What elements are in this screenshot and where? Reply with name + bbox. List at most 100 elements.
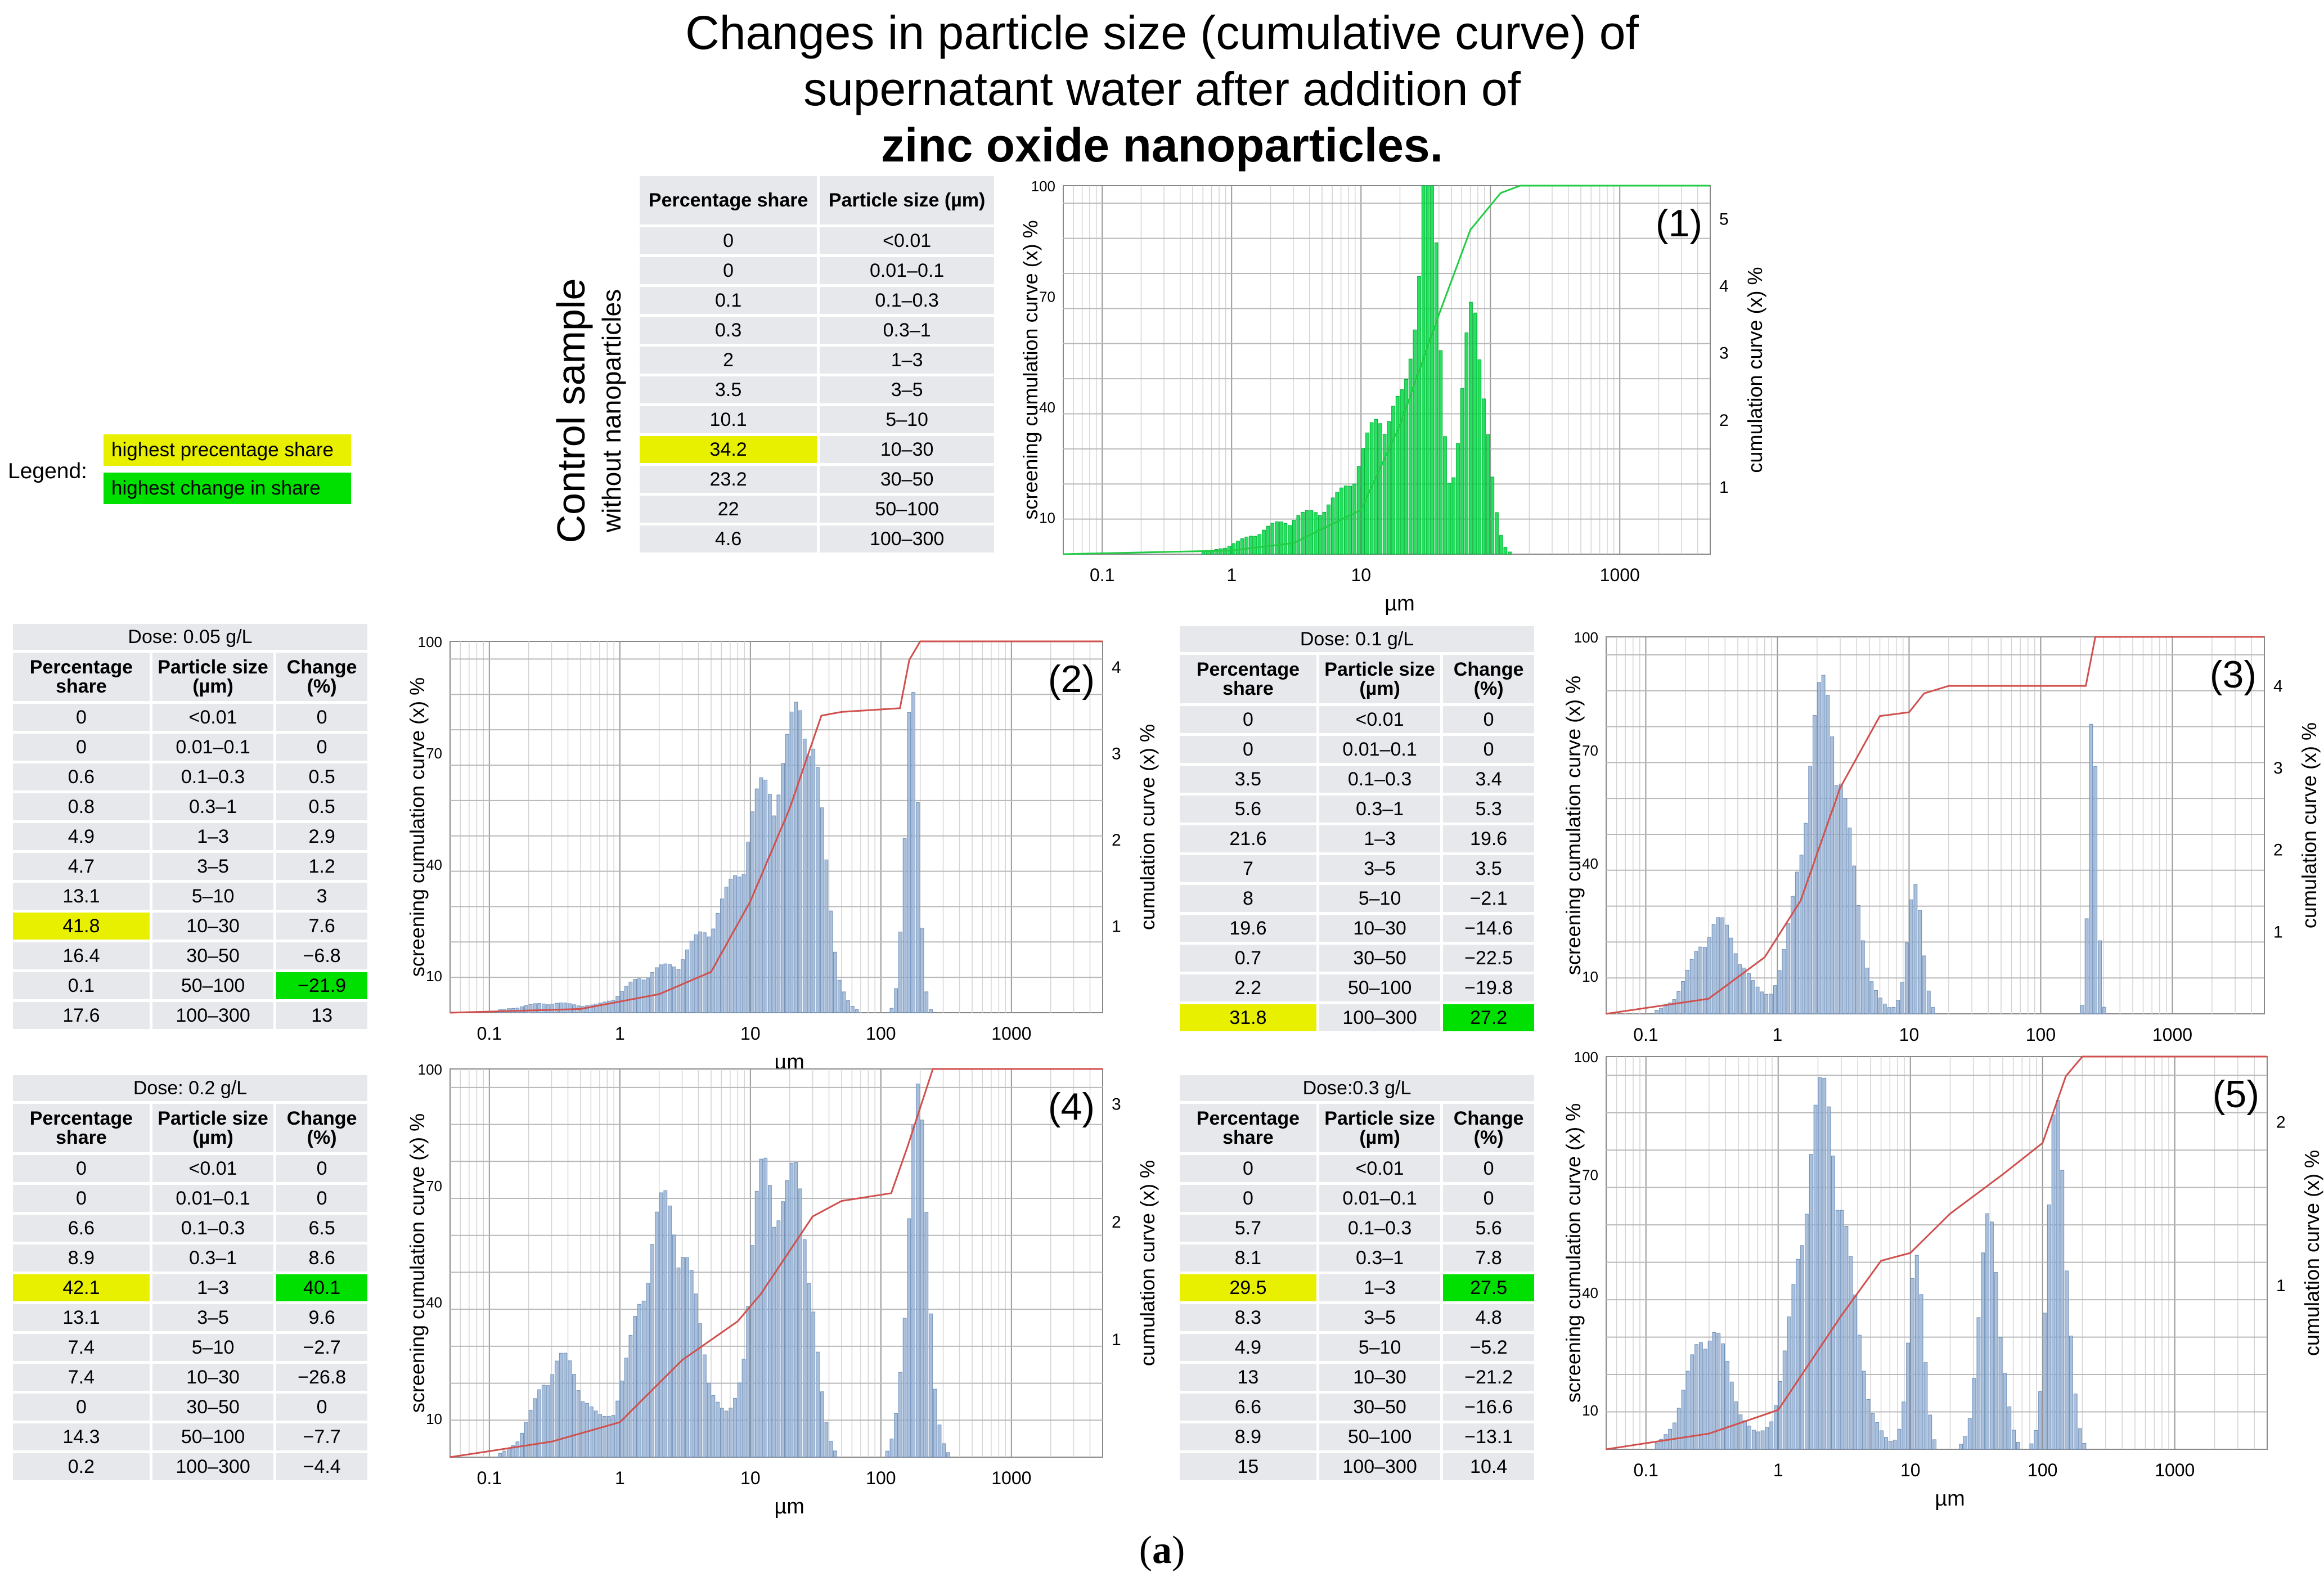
y-axis-label-left: screening cumulation curve (x) % bbox=[406, 677, 429, 977]
table-cell: 15 bbox=[1180, 1453, 1316, 1480]
table-row: 0 0.01–0.1 0 bbox=[1180, 736, 1534, 763]
histogram-bar bbox=[915, 802, 920, 1013]
histogram-bar bbox=[1755, 986, 1760, 1014]
table-cell: 7 bbox=[1180, 855, 1316, 882]
histogram-bar bbox=[833, 951, 837, 1013]
x-tick-label: 10 bbox=[740, 1468, 761, 1488]
table-cell: −26.8 bbox=[276, 1364, 367, 1391]
table-row: 6.6 0.1–0.3 6.5 bbox=[13, 1215, 367, 1242]
table-cell: 5.7 bbox=[1180, 1215, 1316, 1242]
histogram-bar bbox=[598, 1414, 603, 1458]
histogram-bar bbox=[1821, 675, 1826, 1014]
histogram-bar bbox=[1343, 486, 1348, 555]
table-cell: −14.6 bbox=[1443, 915, 1534, 942]
histogram-bar bbox=[1707, 937, 1711, 1014]
table-row: 2 1–3 bbox=[640, 347, 994, 374]
table-cell: 30–50 bbox=[1319, 945, 1441, 972]
histogram-bar bbox=[1782, 949, 1786, 1014]
y-tick-label-left: 10 bbox=[1039, 510, 1055, 527]
histogram-bar bbox=[1456, 443, 1460, 555]
table-cell: 27.5 bbox=[1443, 1274, 1534, 1301]
histogram-bar bbox=[816, 767, 820, 1013]
histogram-bar bbox=[1655, 1009, 1659, 1014]
table-cell: 1–3 bbox=[1319, 1274, 1441, 1301]
plot-area bbox=[1063, 185, 1711, 555]
histogram-bar bbox=[1382, 434, 1387, 555]
histogram-bar bbox=[1967, 1418, 1972, 1450]
histogram-bar bbox=[1292, 520, 1296, 555]
table-cell: 0.3–1 bbox=[820, 317, 994, 344]
histogram-bar bbox=[2080, 1005, 2084, 1014]
histogram-bar bbox=[1787, 1317, 1791, 1450]
y-tick-label-left: 100 bbox=[1031, 178, 1055, 195]
histogram-bar bbox=[898, 931, 902, 1013]
panel-id: (5) bbox=[2213, 1073, 2259, 1116]
histogram-bar bbox=[1835, 1210, 1840, 1450]
histogram-bar bbox=[846, 1000, 850, 1013]
histogram-bar bbox=[772, 815, 776, 1013]
table-cell: 21.6 bbox=[1180, 825, 1316, 852]
histogram-bar bbox=[1503, 546, 1508, 555]
histogram-bar bbox=[776, 1220, 781, 1458]
table-cell: 1–3 bbox=[820, 347, 994, 374]
histogram-bar bbox=[654, 967, 659, 1013]
table-cell: 1–3 bbox=[152, 1274, 274, 1301]
figure-caption: (a) bbox=[1139, 1529, 1185, 1572]
histogram-bar bbox=[720, 1408, 724, 1458]
table-row: 0.1 0.1–0.3 bbox=[640, 287, 994, 314]
table-cell: 40.1 bbox=[276, 1274, 367, 1301]
y-tick-label-right: 4 bbox=[1112, 658, 1121, 677]
histogram-bar bbox=[563, 1003, 568, 1013]
histogram-bar bbox=[546, 1385, 550, 1458]
histogram-bar bbox=[1791, 896, 1795, 1014]
histogram-bar bbox=[885, 1450, 889, 1458]
table-cell: 50–100 bbox=[1319, 1423, 1441, 1450]
x-tick-label: 1 bbox=[1226, 565, 1237, 585]
table-cell: 5–10 bbox=[1319, 1334, 1441, 1361]
y-tick-label-left: 40 bbox=[426, 856, 442, 873]
table-cell: 3–5 bbox=[1319, 1304, 1441, 1331]
histogram-bar bbox=[511, 1445, 515, 1458]
histogram-bar bbox=[703, 1354, 707, 1458]
histogram-bar bbox=[1716, 1333, 1721, 1450]
table-row: 13.1 3–5 9.6 bbox=[13, 1304, 367, 1331]
histogram-bar bbox=[1786, 923, 1791, 1014]
table-cell: 0 bbox=[640, 227, 817, 254]
table-header-cell: Particle size (µm) bbox=[152, 1104, 274, 1152]
histogram-bar bbox=[1720, 917, 1725, 1014]
histogram-bar bbox=[1400, 389, 1404, 555]
table-row: 4.6 100–300 bbox=[640, 525, 994, 552]
histogram-bar bbox=[1976, 1317, 1981, 1450]
histogram-bar bbox=[1972, 1378, 1976, 1450]
histogram-bar bbox=[1439, 350, 1443, 555]
histogram-bar bbox=[507, 1448, 511, 1458]
table-row: 42.1 1–3 40.1 bbox=[13, 1274, 367, 1301]
table-cell: 14.3 bbox=[13, 1423, 150, 1450]
histogram-bar bbox=[1408, 358, 1413, 555]
histogram-bar bbox=[1275, 521, 1279, 555]
table-cell: 0.3 bbox=[640, 317, 817, 344]
histogram-bar bbox=[1799, 855, 1804, 1014]
table-cell: 0.8 bbox=[13, 793, 150, 820]
histogram-bar bbox=[1919, 1294, 1923, 1450]
histogram-bar bbox=[1327, 504, 1330, 555]
histogram-bar bbox=[563, 1353, 568, 1458]
histogram-bar bbox=[1443, 436, 1447, 555]
table-cell: 6.5 bbox=[276, 1215, 367, 1242]
histogram-bar bbox=[1831, 1156, 1835, 1450]
table-cell: 2.2 bbox=[1180, 974, 1316, 1001]
histogram-bar bbox=[555, 1360, 559, 1458]
y-tick-label-left: 70 bbox=[1582, 1166, 1598, 1183]
histogram-bar bbox=[1913, 884, 1918, 1014]
histogram-bar bbox=[737, 1382, 741, 1458]
table-cell: −2.7 bbox=[276, 1334, 367, 1361]
histogram-bar bbox=[829, 1441, 833, 1458]
table-row: 0.3 0.3–1 bbox=[640, 317, 994, 344]
table-cell: 19.6 bbox=[1180, 915, 1316, 942]
histogram-bar bbox=[1773, 985, 1777, 1014]
table-cell: 5.6 bbox=[1443, 1215, 1534, 1242]
histogram-bar bbox=[1266, 525, 1270, 555]
table-row: 16.4 30–50 −6.8 bbox=[13, 942, 367, 969]
histogram-bar bbox=[1869, 981, 1874, 1014]
x-tick-label: 1000 bbox=[2155, 1460, 2195, 1480]
